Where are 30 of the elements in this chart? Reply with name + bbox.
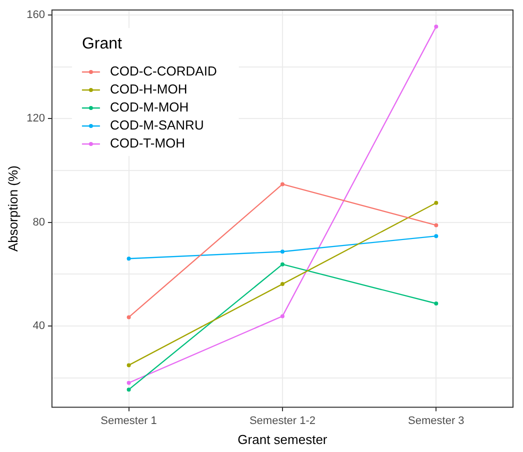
y-tick-label: 120: [26, 112, 45, 125]
point: [126, 363, 131, 368]
y-axis-title: Absorption (%): [5, 166, 20, 252]
x-tick-label: Semester 1: [100, 414, 157, 427]
point: [280, 182, 284, 186]
legend-label: COD-T-MOH: [110, 136, 186, 151]
legend-title: Grant: [82, 35, 123, 52]
point: [280, 262, 284, 266]
point: [126, 388, 131, 392]
y-tick-label: 40: [32, 320, 45, 332]
point: [280, 314, 284, 318]
legend-label: COD-C-CORDAID: [110, 64, 217, 79]
x-tick-label: Semester 3: [408, 414, 464, 427]
legend-label: COD-M-MOH: [110, 100, 189, 115]
point: [434, 223, 438, 228]
point: [434, 24, 438, 29]
point: [434, 200, 438, 205]
point: [280, 282, 284, 286]
y-tick-label: 80: [32, 216, 45, 228]
legend-label: COD-H-MOH: [110, 82, 188, 97]
x-axis-title: Grant semester: [238, 432, 328, 447]
point: [126, 256, 131, 261]
y-tick-label: 160: [26, 8, 45, 21]
x-tick-label: Semester 1-2: [249, 414, 316, 427]
legend-label: COD-M-SANRU: [110, 118, 204, 133]
point: [434, 301, 438, 306]
point: [434, 234, 438, 238]
point: [280, 250, 284, 254]
point: [126, 380, 131, 385]
point: [126, 315, 131, 320]
